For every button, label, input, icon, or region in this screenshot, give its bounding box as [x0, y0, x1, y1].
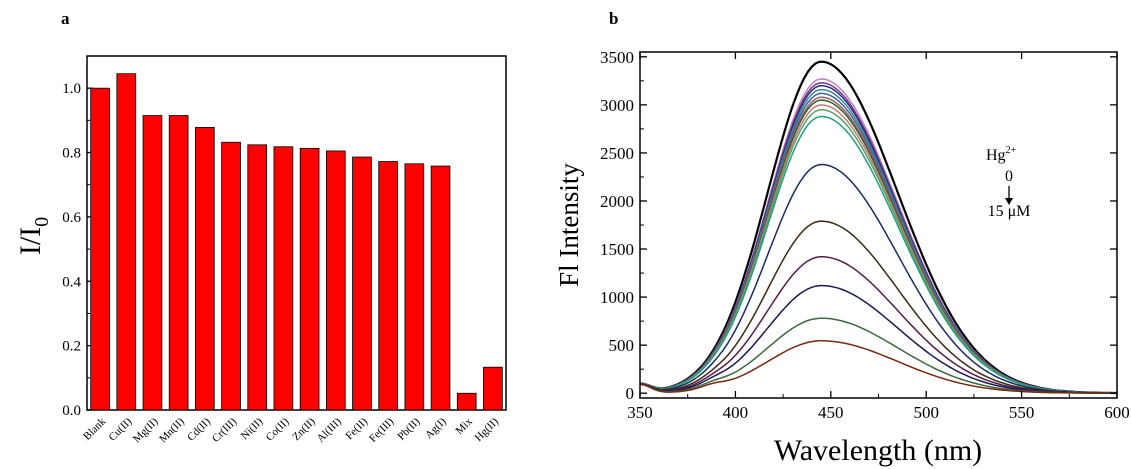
annotation-charge: 2+	[1006, 145, 1017, 156]
spectrum-line	[639, 78, 1117, 394]
spectrum-line	[639, 92, 1117, 394]
spectrum-line	[639, 256, 1117, 394]
bar	[168, 115, 189, 411]
bar-chart-panel: a 0.0 0.2 0.4 0.6 0.8 1.0 BlankCu(II)Mg(II)Mn…	[14, 9, 507, 445]
y-tick-label: 3000	[600, 96, 634, 115]
x-tick-label: Ag(I)	[423, 415, 449, 441]
y-axis-ticks-b: 0 500 1000 1500 2000 2500 3000 3500	[600, 48, 1117, 403]
spectra-curves	[639, 60, 1118, 395]
plot-frame-b	[639, 51, 1118, 399]
x-tick-label: Mix	[453, 415, 475, 437]
bars	[90, 73, 503, 411]
y-tick-label: 1000	[600, 288, 634, 307]
x-tick-label: 350	[627, 403, 653, 422]
x-tick-label: Co(II)	[264, 415, 292, 443]
y-tick-label: 0.4	[62, 274, 81, 290]
x-tick-label: Cd(II)	[185, 415, 213, 443]
x-tick-label: Pb(II)	[395, 415, 422, 442]
x-tick-label: Fe(II)	[343, 415, 370, 442]
y-tick-label: 500	[609, 336, 635, 355]
spectrum-line	[639, 104, 1117, 394]
y-axis-label-main: I/I	[14, 227, 47, 255]
x-tick-label: Cr(III)	[210, 415, 239, 444]
bar	[273, 146, 294, 411]
y-axis-ticks-a: 0.0 0.2 0.4 0.6 0.8 1.0	[62, 81, 93, 419]
y-tick-label: 0.8	[62, 146, 81, 162]
y-tick-label: 0.6	[62, 210, 81, 226]
spectrum-line	[639, 115, 1117, 394]
y-tick-label: 1.0	[62, 81, 81, 97]
x-tick-label: Mg(II)	[131, 415, 161, 445]
panel-a-label: a	[61, 9, 70, 28]
y-axis-label-a: I/I0	[14, 217, 53, 255]
bar	[247, 144, 268, 411]
y-axis-label-subscript: 0	[31, 217, 53, 227]
spectrum-line	[639, 88, 1117, 394]
annotation-species-symbol: Hg	[986, 147, 1006, 164]
bar	[483, 366, 503, 411]
bar	[195, 127, 215, 411]
x-tick-label: Mn(II)	[157, 415, 187, 445]
bar	[221, 141, 241, 411]
x-tick-label: 550	[1009, 403, 1035, 422]
x-tick-label: Fe(III)	[367, 415, 396, 444]
annotation-start: 0	[1005, 168, 1013, 185]
line-chart-panel: b 0 500 1000 1500 2000 2500 3000 3500 350 400 450…	[554, 9, 1130, 467]
spectrum-line	[639, 82, 1117, 394]
spectrum-line	[639, 284, 1117, 394]
bar	[430, 165, 451, 411]
bar	[404, 163, 425, 411]
x-tick-label: Blank	[81, 415, 108, 442]
bar	[299, 147, 320, 411]
y-tick-label: 0.0	[62, 403, 81, 419]
y-tick-label: 0.2	[62, 339, 81, 355]
bar	[142, 115, 163, 411]
plot-frame-a	[86, 55, 507, 411]
y-tick-label: 0	[626, 384, 635, 403]
x-tick-label: 450	[818, 403, 844, 422]
bar	[378, 161, 398, 411]
bar	[352, 156, 372, 411]
x-tick-label: Al(III)	[315, 415, 344, 444]
x-tick-label: Cu(II)	[106, 415, 134, 443]
spectrum-line	[639, 163, 1118, 394]
x-tick-label: Hg(II)	[473, 415, 502, 444]
x-tick-label: Ni(II)	[239, 415, 266, 442]
panel-b-label: b	[609, 9, 618, 28]
spectrum-line	[639, 220, 1117, 394]
x-axis-ticks-b: 350 400 450 500 550 600	[627, 52, 1130, 422]
x-tick-label: 500	[913, 403, 939, 422]
y-tick-label: 2500	[600, 144, 634, 163]
spectrum-line	[639, 109, 1117, 394]
x-tick-label: 400	[723, 403, 749, 422]
bar	[325, 150, 346, 411]
annotation-species: Hg2+	[986, 145, 1017, 164]
x-axis-label-b: Wavelength (nm)	[774, 434, 982, 467]
y-axis-label-b: Fl Intensity	[554, 163, 584, 287]
spectrum-line	[639, 60, 1117, 395]
concentration-annotation: Hg2+ 0 15 μM	[986, 145, 1030, 220]
x-tick-label: 600	[1104, 403, 1130, 422]
spectrum-line	[639, 340, 1117, 394]
bar	[90, 87, 110, 411]
annotation-arrowhead	[1005, 198, 1013, 205]
spectrum-line	[639, 84, 1117, 394]
x-tick-label: Zn(II)	[290, 415, 318, 443]
bar	[116, 73, 137, 411]
y-tick-label: 2000	[600, 192, 634, 211]
bar	[456, 392, 477, 411]
y-tick-label: 1500	[600, 240, 634, 259]
y-tick-label: 3500	[600, 48, 634, 67]
annotation-end: 15 μM	[988, 203, 1031, 220]
